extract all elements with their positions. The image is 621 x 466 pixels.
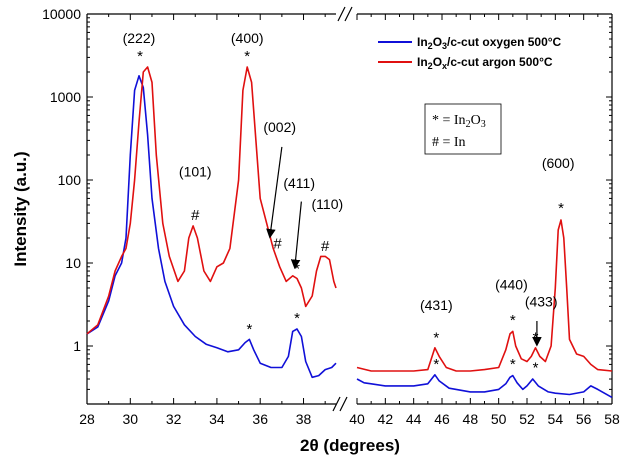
- x-tick-label: 36: [252, 411, 268, 427]
- x-tick-label: 52: [519, 411, 535, 427]
- x-tick-label: 44: [406, 411, 422, 427]
- x-tick-label: 30: [123, 411, 139, 427]
- legend: In2O3/c-cut oxygen 500°C In2Ox/c-cut arg…: [378, 35, 562, 71]
- x-tick-label: 46: [434, 411, 450, 427]
- series-argon-line-seg1: [86, 66, 337, 335]
- peak-marker-in2o3: *: [246, 321, 252, 338]
- key-in2o3: * = In2O3: [432, 113, 486, 130]
- peak-marker-in2o3: *: [533, 330, 539, 347]
- x-tick-label: 42: [378, 411, 394, 427]
- x-ticks: 28 30 32 34 36 38 40 42 44 46 48 50 52 54 56 58: [79, 14, 620, 427]
- peak-marker-in2o3: *: [558, 200, 564, 217]
- peak-marker-in: #: [273, 235, 282, 252]
- y-tick-label: 10: [65, 255, 81, 271]
- peak-marker-in2o3: *: [137, 48, 143, 65]
- peak-label: (002): [263, 119, 296, 135]
- peak-label: (433): [525, 293, 558, 309]
- phase-key: * = In2O3 # = In: [424, 103, 502, 155]
- x-tick-label: 34: [209, 411, 225, 427]
- peak-marker-in2o3: *: [510, 356, 516, 373]
- annotation-arrow: [266, 146, 283, 239]
- peak-label: (440): [495, 276, 528, 292]
- peak-label: (411): [283, 175, 315, 191]
- peak-marker-in2o3: *: [433, 356, 439, 373]
- x-tick-label: 50: [491, 411, 507, 427]
- x-tick-label: 40: [349, 411, 365, 427]
- x-tick-label: 54: [548, 411, 564, 427]
- x-tick-label: 38: [296, 411, 312, 427]
- axis-break-top: [337, 6, 353, 22]
- peak-label: (400): [231, 30, 264, 46]
- annotations: (222) (400) (002) (101) (411) (110) (431) (440)…: [123, 30, 575, 377]
- y-tick-label: 100: [58, 172, 82, 188]
- series-lines: [86, 66, 613, 399]
- legend-label-oxygen: In2O3/c-cut oxygen 500°C: [417, 35, 562, 51]
- peak-marker-in2o3: *: [533, 359, 539, 376]
- peak-marker-in2o3: *: [433, 330, 439, 347]
- peak-marker-in: #: [321, 238, 330, 255]
- x-tick-label: 32: [166, 411, 182, 427]
- x-tick-label: 58: [604, 411, 620, 427]
- axis-break-bottom: [332, 396, 348, 412]
- peak-marker-in2o3: *: [510, 312, 516, 329]
- x-tick-label: 48: [463, 411, 479, 427]
- peak-marker-in2o3: *: [294, 310, 300, 327]
- x-axis-title: 2θ (degrees): [300, 436, 400, 455]
- series-argon-line-seg2: [356, 219, 613, 372]
- y-tick-label: 1: [73, 338, 81, 354]
- series-oxygen-line-seg2: [356, 373, 613, 399]
- legend-label-argon: In2Ox/c-cut argon 500°C: [417, 55, 553, 71]
- key-in: # = In: [432, 135, 466, 150]
- y-tick-label: 10000: [42, 6, 81, 22]
- x-tick-label: 28: [79, 411, 95, 427]
- peak-label: (110): [312, 196, 344, 212]
- y-ticks: 1 10 100 1000 10000: [42, 6, 612, 405]
- peak-label: (222): [123, 30, 156, 46]
- series-oxygen-line-seg1: [86, 75, 337, 379]
- peak-marker-in2o3: *: [294, 260, 300, 277]
- peak-label: (431): [420, 297, 453, 313]
- peak-label: (101): [179, 164, 212, 180]
- x-tick-label: 56: [576, 411, 592, 427]
- peak-label: (600): [542, 155, 575, 171]
- peak-marker-in2o3: *: [244, 48, 250, 65]
- annotation-arrow: [290, 201, 302, 270]
- y-axis-title: Intensity (a.u.): [11, 151, 30, 266]
- y-tick-label: 1000: [50, 89, 81, 105]
- peak-marker-in: #: [191, 207, 200, 224]
